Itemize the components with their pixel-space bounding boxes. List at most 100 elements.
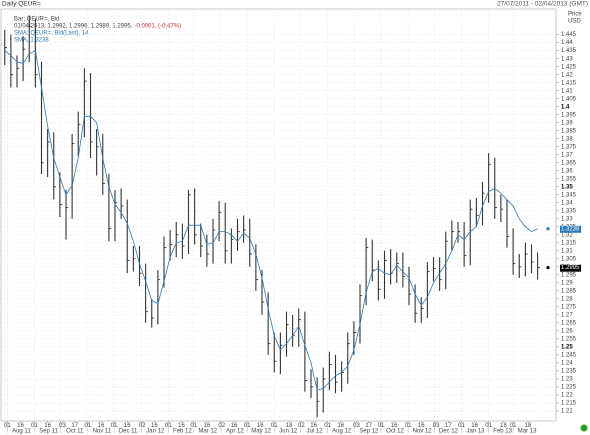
y-tick-label: 1.34 [561,200,573,206]
x-day-label: 02 [298,423,305,429]
x-day-label: 16 [231,423,238,429]
x-day-label: 01 [458,423,465,429]
y-tick-label: 1.24 [561,360,573,366]
y-tick-label: 1.295 [561,272,577,278]
y-tick-label: 1.32 [561,232,573,238]
y-tick-label: 1.215 [561,400,577,406]
x-day-label: 16 [17,423,24,429]
y-tick-label: 1.37 [561,152,573,158]
x-day-label: 01 [271,423,278,429]
x-month-label: Jun 12 [279,429,298,435]
y-tick-label: 1.4 [561,104,570,110]
x-day-label: 16 [124,423,131,429]
y-tick-label: 1.28 [561,296,573,302]
x-day-label: 16 [391,423,398,429]
y-tick-label: 1.435 [561,48,577,54]
y-tick-label: 1.245 [561,352,577,358]
x-month-label: Nov 12 [413,429,433,435]
y-tick-label: 1.445 [561,32,577,38]
y-tick-label: 1.42 [561,72,573,78]
moving-average-line [4,50,538,391]
y-axis-title: Price [568,12,582,18]
x-day-label: 01 [165,423,172,429]
y-tick-label: 1.355 [561,176,577,182]
y-tick-label: 1.275 [561,304,577,310]
y-tick-label: 1.225 [561,384,577,390]
y-tick-label: 1.31 [561,248,573,254]
legend-bar: Bar; QEUR=, Bid [14,17,60,23]
x-day-label: 01 [4,423,11,429]
date-range: 27/07/2011 - 02/04/2013 (GMT) [497,1,588,8]
x-month-label: Nov 11 [93,429,112,435]
x-day-label: 01 [324,423,331,429]
y-tick-label: 1.22 [561,392,573,398]
y-tick-label: 1.35 [561,184,573,190]
x-month-label: Sep 12 [359,429,379,435]
y-tick-label: 1.26 [561,328,573,334]
x-day-label: 16 [151,423,158,429]
x-month-label: Mar 13 [518,429,537,435]
x-day-label: 02 [139,423,146,429]
x-day-label: 16 [44,423,51,429]
y-tick-label: 1.405 [561,96,577,102]
y-tick-label: 1.43 [561,56,573,62]
last-close-marker [546,266,550,270]
y-tick-label: 1.25 [561,344,573,350]
legend-ma-value: SMA, 1.3238 [14,38,49,44]
x-month-label: Aug 11 [12,429,31,435]
x-day-label: 16 [204,423,211,429]
x-day-label: 01 [31,423,38,429]
y-axis-unit: USD [568,19,581,25]
x-day-label: 16 [257,423,264,429]
x-day-label: 03 [353,423,360,429]
y-tick-label: 1.36 [561,168,573,174]
y-tick-label: 1.27 [561,312,573,318]
x-day-label: 17 [445,423,452,429]
y-tick-label: 1.395 [561,112,577,118]
y-tick-label: 1.285 [561,288,577,294]
x-day-label: 16 [337,423,344,429]
x-month-label: May 12 [251,429,271,435]
y-tick-label: 1.23 [561,376,573,382]
last-close-label: 1.2995 [561,265,580,271]
y-tick-label: 1.29 [561,280,573,286]
legend-quote: 01/04/2013, 1.2992, 1.2996, 1.2989, 1.29… [14,24,133,30]
x-day-label: 01 [244,423,251,429]
x-month-label: Oct 11 [66,429,84,435]
x-day-label: 17 [365,423,372,429]
y-tick-label: 1.385 [561,128,577,134]
x-month-label: Dec 12 [439,429,459,435]
x-day-label: 01 [485,423,492,429]
y-tick-label: 1.235 [561,368,577,374]
x-month-label: Mar 12 [198,429,217,435]
ma-last-tag [560,225,582,233]
x-day-label: 01 [378,423,385,429]
legend-change: -0.0061, (-0.47%) [134,24,181,30]
x-month-label: Apr 12 [226,429,244,435]
x-month-label: Dec 11 [119,429,138,435]
x-month-label: Feb 13 [493,429,512,435]
x-month-label: Oct 12 [386,429,404,435]
x-day-label: 03 [433,423,440,429]
x-day-label: 02 [218,423,225,429]
x-day-label: 01 [111,423,118,429]
ma-marker [546,227,550,231]
y-tick-label: 1.265 [561,320,577,326]
plot-frame [0,8,557,422]
last-close-tag [560,264,582,272]
x-month-label: Feb 12 [173,429,192,435]
x-day-label: 01 [405,423,412,429]
x-day-label: 16 [418,423,425,429]
y-tick-label: 1.39 [561,120,573,126]
x-month-label: Jan 12 [146,429,165,435]
y-tick-label: 1.38 [561,136,573,142]
y-tick-label: 1.365 [561,160,577,166]
x-day-label: 18 [500,423,507,429]
x-month-label: Sep 11 [39,429,58,435]
x-day-label: 01 [190,423,197,429]
y-tick-label: 1.415 [561,80,577,86]
x-day-label: 03 [59,423,66,429]
y-tick-label: 1.41 [561,88,573,94]
